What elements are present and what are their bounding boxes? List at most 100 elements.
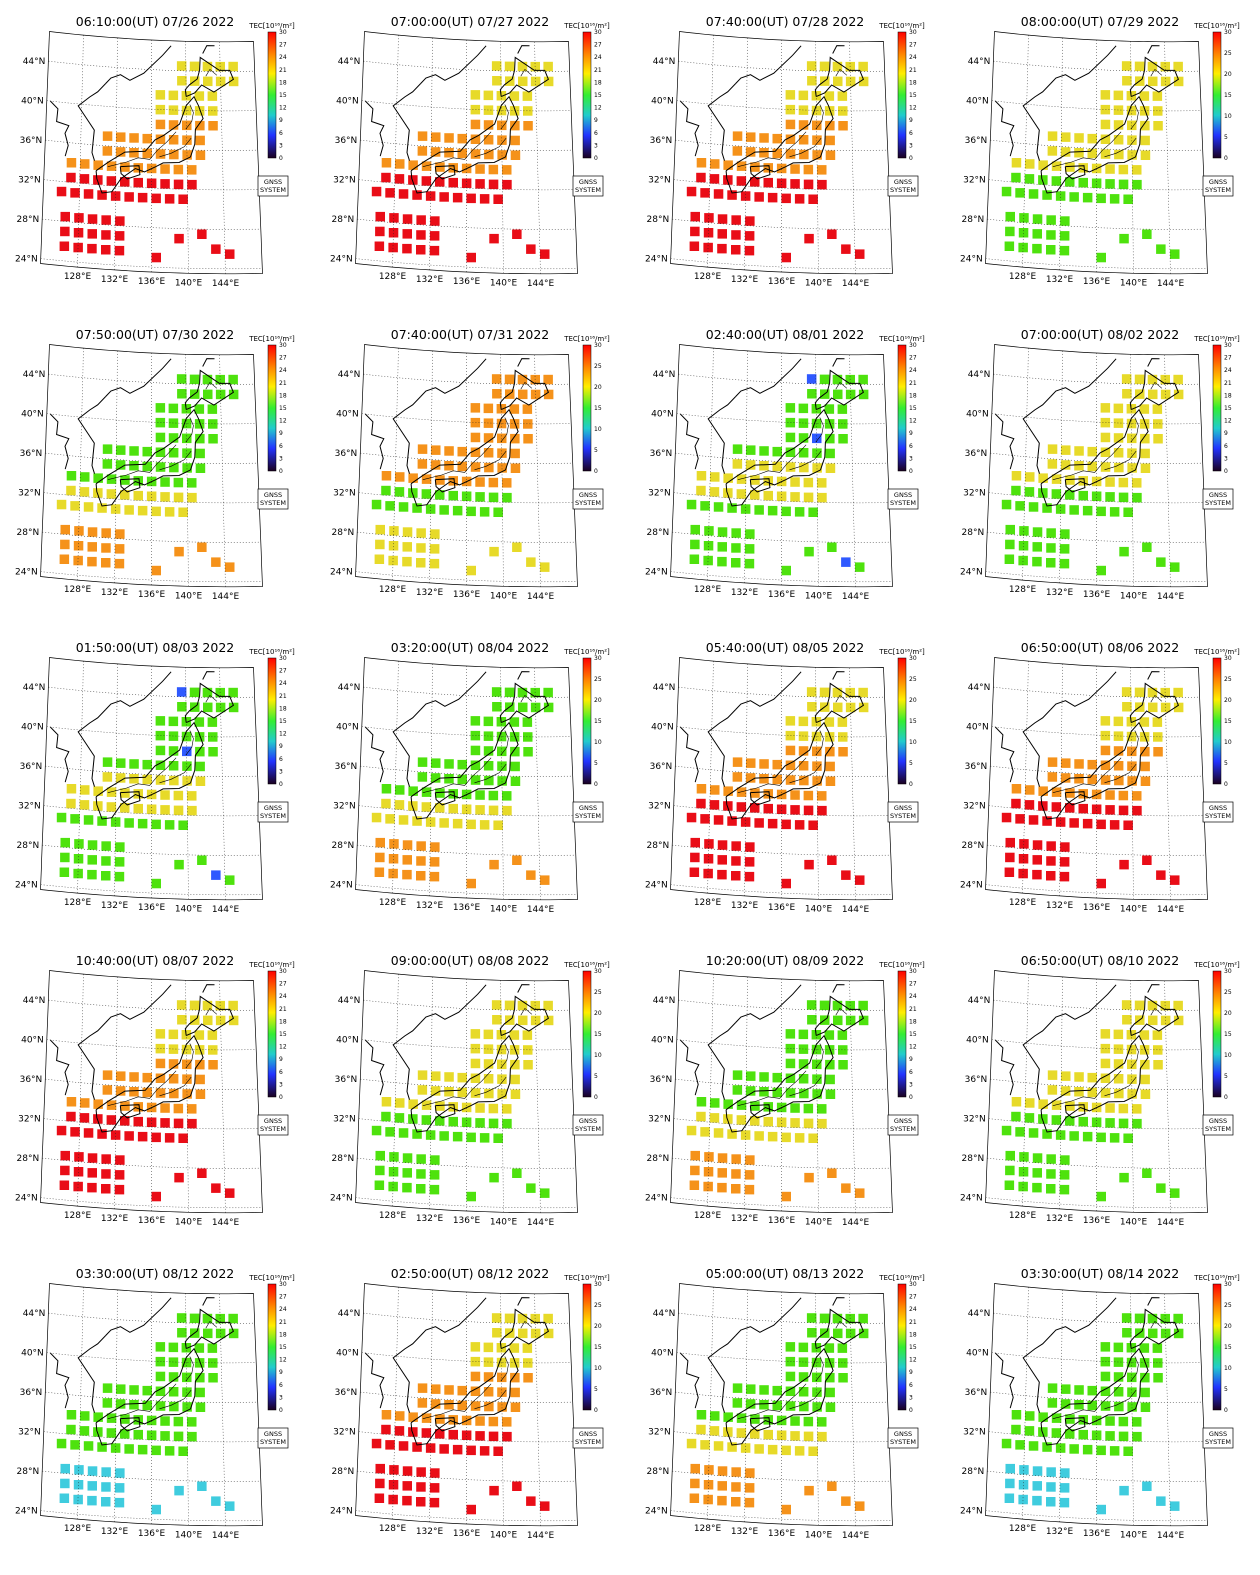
tec-cell (817, 478, 827, 488)
panel-title: 07:40:00(UT) 07/28 2022 (706, 14, 864, 29)
tec-cell (457, 759, 467, 770)
system-label: SYSTEM (575, 186, 601, 194)
tec-cell (1038, 786, 1048, 796)
tec-cell (151, 878, 161, 889)
tec-cell (709, 800, 720, 810)
tec-cell (732, 1398, 743, 1408)
tec-cell (129, 133, 139, 143)
tec-cell (812, 1089, 822, 1099)
tec-cell (155, 134, 166, 144)
tec-cell (225, 1501, 235, 1511)
prefecture-border (835, 1320, 848, 1329)
colorbar-tick-label: 20 (594, 1010, 602, 1017)
tec-cell (168, 403, 179, 414)
prefecture-border (107, 757, 177, 793)
tec-cell (803, 805, 814, 816)
tec-cell (803, 1431, 814, 1442)
tec-cell (178, 1446, 188, 1456)
coastline (184, 995, 235, 1037)
tec-cell (142, 461, 152, 472)
coastline (392, 1022, 422, 1100)
colorbar-tick-label: 21 (279, 67, 287, 74)
colorbar-tick-label: 3 (909, 1394, 913, 1401)
tec-cell (767, 192, 778, 203)
colorbar-tick-label: 9 (909, 117, 913, 124)
tec-cell (690, 1478, 700, 1489)
longitude-label: 136°E (138, 277, 166, 287)
tec-cell (543, 389, 554, 400)
colorbar (582, 344, 592, 472)
tec-cell (1060, 842, 1070, 852)
colorbar-tick-label: 5 (594, 1073, 598, 1080)
tec-cell (808, 820, 818, 830)
tec-cell (837, 717, 848, 727)
tec-cell (151, 252, 161, 263)
tec-cell (727, 1129, 737, 1139)
coastline (517, 671, 530, 680)
tec-cell (488, 1431, 499, 1442)
tec-cell (1015, 1127, 1025, 1137)
tec-cell (803, 477, 814, 488)
tec-cell (389, 839, 399, 849)
tec-cell (1018, 854, 1029, 864)
tec-cell (93, 801, 103, 811)
tec-cell (101, 1482, 111, 1492)
tec-cell (727, 503, 737, 513)
latitude-label: 44°N (653, 996, 676, 1006)
tec-cell (1148, 702, 1158, 713)
tec-cell (174, 1485, 184, 1496)
tec-cell (444, 148, 454, 158)
tec-cell (543, 1328, 554, 1339)
tec-cell (102, 131, 113, 141)
longitude-label: 144°E (527, 592, 555, 602)
latitude-line (355, 1510, 578, 1522)
tec-cell (129, 774, 139, 784)
colorbar-tick-label: 21 (909, 380, 917, 387)
colorbar (1212, 31, 1222, 159)
colorbar-tick-label: 12 (279, 1357, 287, 1364)
tec-cell (408, 1114, 418, 1124)
prefecture-border (789, 763, 822, 784)
tec-cell (750, 788, 760, 798)
tec-cell (466, 1504, 476, 1515)
tec-cell (690, 211, 700, 222)
colorbar-tick-label: 18 (279, 1331, 287, 1338)
tec-cell (763, 1102, 773, 1112)
tec-cell (1140, 463, 1151, 473)
tec-cell (510, 1387, 520, 1398)
colorbar-tick-label: 24 (909, 1306, 917, 1313)
tec-cell (1042, 503, 1052, 513)
tec-cell (1047, 444, 1058, 454)
tec-cell (512, 229, 522, 239)
tec-cell (1025, 472, 1035, 482)
tec-cell (717, 869, 727, 880)
tec-cell (744, 544, 755, 554)
tec-cell (425, 191, 436, 201)
tec-cell (195, 448, 205, 459)
tec-cell (164, 194, 175, 204)
tec-cell (155, 432, 166, 443)
coastline (749, 1104, 771, 1119)
longitude-label: 136°E (768, 1529, 796, 1539)
gnss-system-box (572, 1114, 604, 1136)
tec-cell (106, 489, 117, 499)
tec-cell (812, 463, 822, 473)
tec-cell (211, 1496, 221, 1506)
tec-cell (543, 1313, 553, 1324)
tec-cell (425, 1443, 436, 1453)
tec-cell (736, 787, 747, 797)
tec-cell (812, 761, 822, 771)
tec-cell (173, 805, 184, 816)
colorbar-tick-label: 0 (909, 468, 913, 475)
tec-cell (1147, 1313, 1158, 1324)
tec-cell (466, 1191, 476, 1202)
tec-cell (1060, 1086, 1071, 1096)
tec-cell (1122, 702, 1132, 712)
tec-cell (502, 1417, 512, 1427)
colorbar-tick-label: 0 (279, 1094, 283, 1101)
tec-cell (83, 1128, 94, 1138)
tec-cell (1074, 759, 1084, 769)
tec-cell (466, 252, 476, 263)
longitude-label: 140°E (805, 278, 833, 288)
latitude-label: 24°N (645, 1194, 668, 1204)
